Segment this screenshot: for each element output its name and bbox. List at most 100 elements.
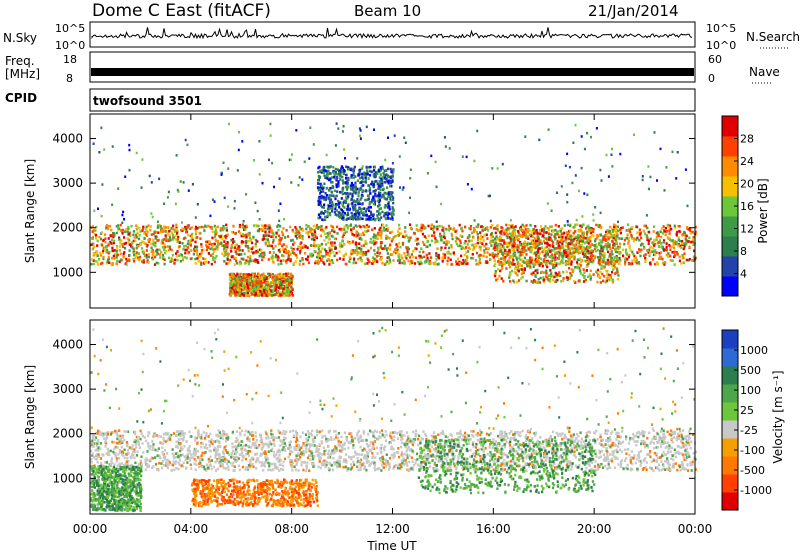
- range-time-cell: [285, 287, 287, 290]
- range-time-cell: [373, 213, 375, 216]
- range-time-cell: [334, 242, 336, 245]
- range-time-cell: [349, 256, 351, 259]
- range-time-cell: [116, 263, 118, 266]
- range-time-cell: [175, 224, 177, 227]
- range-time-cell: [433, 263, 435, 266]
- range-time-cell: [453, 227, 455, 230]
- range-time-cell: [244, 275, 246, 278]
- range-time-cell: [588, 252, 590, 255]
- range-time-cell: [515, 237, 517, 240]
- nsky-trace-line: [92, 27, 692, 38]
- range-time-cell: [633, 240, 635, 243]
- range-time-cell: [582, 248, 584, 251]
- range-time-cell: [388, 206, 390, 209]
- range-time-cell: [365, 189, 367, 192]
- range-time-cell: [191, 226, 193, 229]
- range-time-cell: [235, 257, 237, 260]
- range-time-cell: [512, 259, 514, 262]
- range-time-cell: [528, 248, 530, 251]
- range-time-cell: [675, 177, 677, 180]
- range-time-cell: [448, 229, 450, 232]
- range-time-cell: [548, 128, 550, 131]
- range-time-cell: [357, 258, 359, 261]
- range-time-cell: [398, 224, 400, 227]
- range-time-cell: [160, 225, 162, 228]
- range-time-cell: [238, 253, 240, 256]
- range-time-cell: [495, 279, 497, 282]
- range-time-cell: [455, 260, 457, 263]
- range-time-cell: [311, 228, 313, 231]
- range-time-cell: [165, 234, 167, 237]
- range-time-cell: [600, 264, 602, 267]
- range-time-cell: [331, 207, 333, 210]
- range-time-cell: [669, 232, 671, 235]
- range-time-cell: [582, 274, 584, 277]
- range-time-cell: [609, 246, 611, 249]
- range-time-cell: [570, 235, 572, 238]
- range-time-cell: [507, 237, 509, 240]
- range-time-cell: [360, 198, 362, 201]
- range-time-cell: [656, 239, 658, 242]
- range-time-cell: [323, 204, 325, 207]
- range-time-cell: [440, 249, 442, 252]
- range-time-cell: [307, 255, 309, 258]
- range-time-cell: [314, 231, 316, 234]
- range-time-cell: [352, 173, 354, 176]
- range-time-cell: [429, 244, 431, 247]
- range-time-cell: [556, 242, 558, 245]
- range-time-cell: [384, 245, 386, 248]
- range-time-cell: [227, 167, 229, 170]
- range-time-cell: [545, 250, 547, 253]
- range-time-cell: [515, 225, 517, 228]
- range-time-cell: [489, 254, 491, 257]
- range-time-cell: [369, 166, 371, 169]
- range-time-cell: [267, 287, 269, 290]
- range-time-cell: [265, 241, 267, 244]
- colorbar-tick-label: 28: [740, 133, 754, 146]
- range-time-cell: [96, 244, 98, 247]
- range-time-cell: [606, 233, 608, 236]
- range-time-cell: [593, 273, 595, 276]
- range-time-cell: [181, 254, 183, 257]
- range-time-cell: [324, 211, 326, 214]
- range-time-cell: [497, 238, 499, 241]
- range-time-cell: [472, 253, 474, 256]
- range-time-cell: [605, 281, 607, 284]
- range-time-cell: [257, 287, 259, 290]
- range-time-cell: [625, 249, 627, 252]
- range-time-cell: [654, 131, 656, 134]
- range-time-cell: [587, 256, 589, 259]
- range-time-cell: [609, 226, 611, 229]
- range-time-cell: [171, 249, 173, 252]
- range-time-cell: [638, 248, 640, 251]
- range-time-cell: [386, 186, 388, 189]
- range-time-cell: [167, 226, 169, 229]
- range-time-cell: [383, 215, 385, 218]
- range-time-cell: [251, 293, 253, 296]
- range-time-cell: [536, 240, 538, 243]
- range-time-cell: [506, 231, 508, 234]
- range-time-cell: [177, 240, 179, 243]
- range-time-cell: [229, 273, 231, 276]
- range-time-cell: [612, 247, 614, 250]
- range-time-cell: [316, 224, 318, 227]
- range-time-cell: [379, 199, 381, 202]
- range-time-cell: [473, 160, 475, 163]
- range-time-cell: [335, 177, 337, 180]
- range-time-cell: [180, 180, 182, 183]
- range-time-cell: [586, 231, 588, 234]
- range-time-cell: [374, 240, 376, 243]
- range-time-cell: [112, 262, 114, 265]
- range-time-cell: [448, 225, 450, 228]
- range-time-cell: [176, 154, 178, 157]
- range-time-cell: [197, 255, 199, 258]
- range-time-cell: [290, 275, 292, 278]
- range-time-cell: [352, 216, 354, 219]
- range-time-cell: [332, 186, 334, 189]
- range-time-cell: [518, 238, 520, 241]
- range-time-cell: [607, 238, 609, 241]
- range-time-cell: [242, 226, 244, 229]
- range-time-cell: [308, 157, 310, 160]
- range-time-cell: [322, 255, 324, 258]
- range-time-cell: [331, 241, 333, 244]
